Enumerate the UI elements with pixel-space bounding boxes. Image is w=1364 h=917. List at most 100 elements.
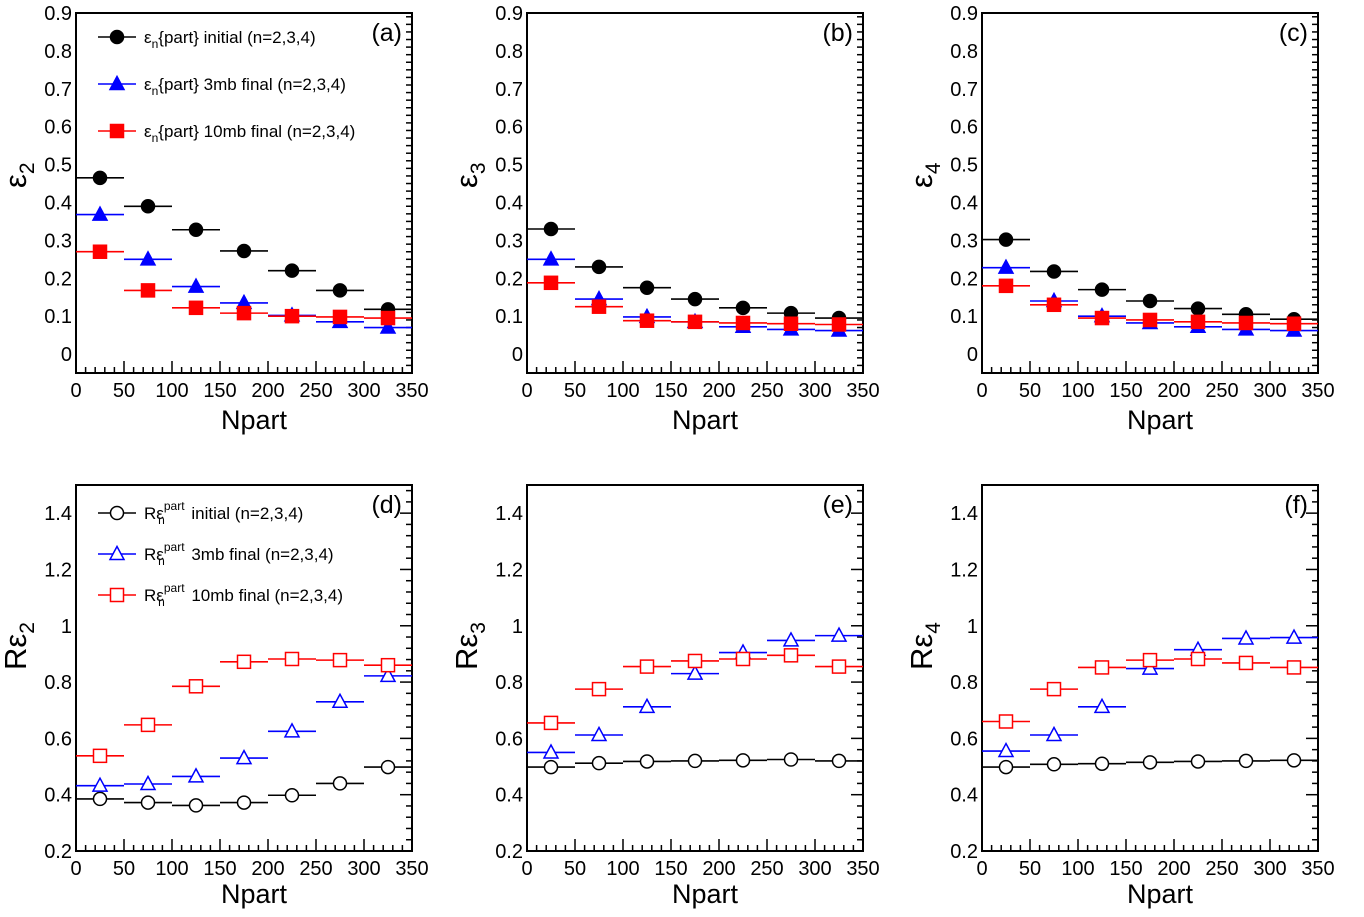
square-marker bbox=[998, 714, 1014, 729]
y-tick-label: 0.2 bbox=[495, 268, 523, 290]
circle-marker bbox=[1190, 301, 1206, 316]
triangle-marker bbox=[379, 318, 397, 334]
square-marker bbox=[687, 653, 703, 669]
series-initial bbox=[527, 221, 863, 326]
circle-marker bbox=[92, 791, 108, 807]
circle-marker bbox=[735, 753, 751, 768]
x-tick-label: 200 bbox=[702, 858, 735, 880]
triangle-marker bbox=[379, 666, 397, 683]
y-tick-label: 0.6 bbox=[950, 728, 978, 750]
square-marker bbox=[1142, 312, 1158, 328]
circle-marker bbox=[188, 798, 204, 813]
x-tick-label: 100 bbox=[155, 858, 188, 880]
series-mb3 bbox=[76, 205, 412, 334]
triangle-marker bbox=[187, 767, 205, 783]
square-marker bbox=[543, 715, 559, 731]
triangle-marker bbox=[590, 725, 608, 742]
y-tick-label: 0.8 bbox=[495, 41, 523, 63]
x-tick-label: 0 bbox=[521, 858, 532, 880]
circle-marker bbox=[1142, 755, 1158, 770]
series-initial bbox=[527, 752, 863, 775]
y-tick-label: 0 bbox=[61, 344, 72, 366]
square-marker bbox=[1046, 681, 1062, 697]
y-tick-label: 0.3 bbox=[495, 230, 523, 252]
triangle-marker bbox=[997, 258, 1015, 274]
x-tick-label: 300 bbox=[1253, 858, 1286, 880]
y-axis-title: ε3 bbox=[449, 162, 490, 188]
square-marker bbox=[284, 651, 300, 667]
triangle-marker bbox=[1045, 725, 1063, 742]
x-tick-label: 300 bbox=[798, 380, 831, 402]
x-tick-label: 150 bbox=[203, 858, 236, 880]
panel-f: 0 50 100 150 200 250 300 350 0.2 0.4 0.6 0.8 1 1.2 1.4… bbox=[904, 484, 1335, 909]
legend-entry: εn{part} 10mb final (n=2,3,4) bbox=[144, 122, 355, 145]
x-tick-label: 150 bbox=[654, 380, 687, 402]
circle-marker bbox=[1094, 282, 1110, 297]
x-tick-label: 250 bbox=[750, 858, 783, 880]
triangle-marker bbox=[187, 277, 205, 293]
x-tick-label: 50 bbox=[1019, 380, 1041, 402]
y-tick-label: 0.6 bbox=[44, 117, 72, 139]
triangle-marker bbox=[331, 692, 349, 709]
y-tick-label: 0.5 bbox=[950, 155, 978, 177]
square-marker bbox=[1238, 315, 1254, 331]
x-tick-label: 50 bbox=[564, 858, 586, 880]
square-marker bbox=[1238, 655, 1254, 671]
y-tick-label: 0.1 bbox=[495, 306, 523, 328]
series-mb3 bbox=[76, 666, 412, 792]
triangle-marker bbox=[782, 631, 800, 647]
circle-marker bbox=[140, 795, 156, 810]
panel-label: (d) bbox=[371, 491, 402, 519]
y-tick-label: 0.4 bbox=[44, 192, 72, 214]
series-mb10 bbox=[527, 275, 863, 332]
x-tick-label: 200 bbox=[1157, 858, 1190, 880]
x-tick-label: 100 bbox=[606, 858, 639, 880]
series-mb3 bbox=[527, 626, 863, 759]
square-marker bbox=[1142, 652, 1158, 668]
y-tick-label: 0.6 bbox=[495, 117, 523, 139]
circle-marker bbox=[1190, 754, 1206, 769]
x-axis-title: Npart bbox=[672, 405, 739, 435]
y-tick-label: 0.1 bbox=[44, 306, 72, 328]
square-marker bbox=[1094, 660, 1110, 675]
y-tick-label: 1.2 bbox=[950, 559, 978, 581]
y-tick-label: 1.4 bbox=[495, 503, 523, 525]
y-tick-label: 0.3 bbox=[44, 230, 72, 252]
circle-marker bbox=[1142, 293, 1158, 309]
y-tick-label: 0.4 bbox=[44, 785, 72, 807]
y-tick-label: 0.2 bbox=[44, 268, 72, 290]
series-mb3 bbox=[982, 628, 1318, 758]
circle-marker bbox=[236, 243, 252, 259]
y-tick-label: 1.2 bbox=[495, 559, 523, 581]
square-marker bbox=[1046, 297, 1062, 313]
circle-marker bbox=[1286, 753, 1302, 768]
y-tick-label: 0.6 bbox=[44, 728, 72, 750]
x-tick-label: 250 bbox=[750, 380, 783, 402]
x-tick-label: 350 bbox=[1301, 380, 1334, 402]
y-tick-label: 0.2 bbox=[950, 841, 978, 863]
y-tick-label: 0.4 bbox=[950, 192, 978, 214]
legend-triangle-marker bbox=[108, 74, 126, 91]
y-tick-label: 0.4 bbox=[495, 192, 523, 214]
square-marker bbox=[831, 317, 847, 332]
x-tick-label: 350 bbox=[846, 858, 879, 880]
x-tick-label: 150 bbox=[1109, 380, 1142, 402]
y-tick-label: 1.2 bbox=[44, 559, 72, 581]
legend-circle-marker bbox=[109, 29, 125, 45]
square-marker bbox=[591, 299, 607, 314]
y-tick-label: 0.3 bbox=[950, 230, 978, 252]
circle-marker bbox=[140, 199, 156, 214]
square-marker bbox=[236, 305, 252, 321]
circle-marker bbox=[284, 788, 300, 803]
triangle-marker bbox=[1237, 629, 1255, 645]
circle-marker bbox=[543, 759, 559, 775]
square-marker bbox=[1094, 310, 1110, 326]
legend-square-marker bbox=[109, 587, 125, 603]
square-marker bbox=[687, 314, 703, 330]
plot-frame bbox=[75, 12, 413, 374]
panel-a: 0 50 100 150 200 250 300 350 0 0.1 0.2 0.3 0.4 0.5 0.6… bbox=[0, 3, 429, 435]
y-tick-label: 0.8 bbox=[44, 41, 72, 63]
y-tick-label: 0.7 bbox=[44, 79, 72, 101]
square-marker bbox=[140, 717, 156, 733]
x-tick-label: 250 bbox=[1205, 380, 1238, 402]
